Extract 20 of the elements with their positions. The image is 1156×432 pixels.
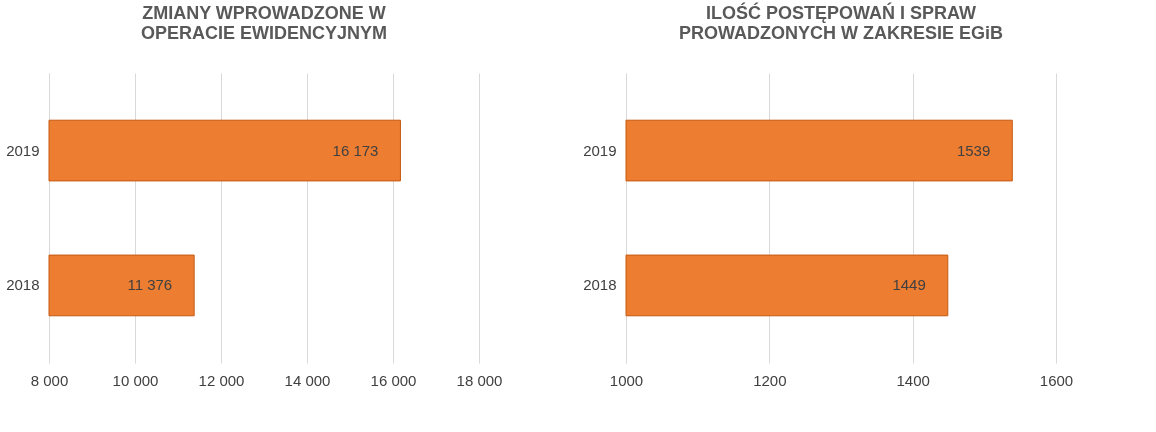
chart-title: ZMIANY WPROWADZONE W OPERACIE EWIDENCYJNYM — [140, 3, 388, 43]
x-tick-label: 18 000 — [456, 371, 503, 389]
data-label: 11 376 — [127, 276, 173, 294]
data-label: 16 173 — [332, 141, 379, 159]
y-tick-label: 2018 — [6, 276, 40, 294]
x-tick-label: 12 000 — [198, 371, 245, 389]
data-label: 1449 — [892, 276, 926, 294]
x-tick-label: 16 000 — [370, 371, 417, 389]
x-tick-label: 1200 — [753, 371, 787, 389]
y-tick-label: 2019 — [6, 141, 40, 159]
y-tick-label: 2019 — [583, 141, 617, 159]
x-tick-label: 14 000 — [284, 371, 331, 389]
x-tick-label: 10 000 — [112, 371, 159, 389]
x-tick-label: 1400 — [896, 371, 930, 389]
y-tick-label: 2018 — [583, 276, 617, 294]
chart-title: ILOŚĆ POSTĘPOWAŃ I SPRAW PROWADZONYCH W ZAKRESIE EGiB — [678, 2, 1004, 43]
x-tick-label: 8 000 — [30, 371, 69, 389]
x-tick-label: 1000 — [609, 371, 644, 389]
data-label: 1539 — [956, 141, 991, 159]
x-tick-label: 1600 — [1039, 371, 1074, 389]
